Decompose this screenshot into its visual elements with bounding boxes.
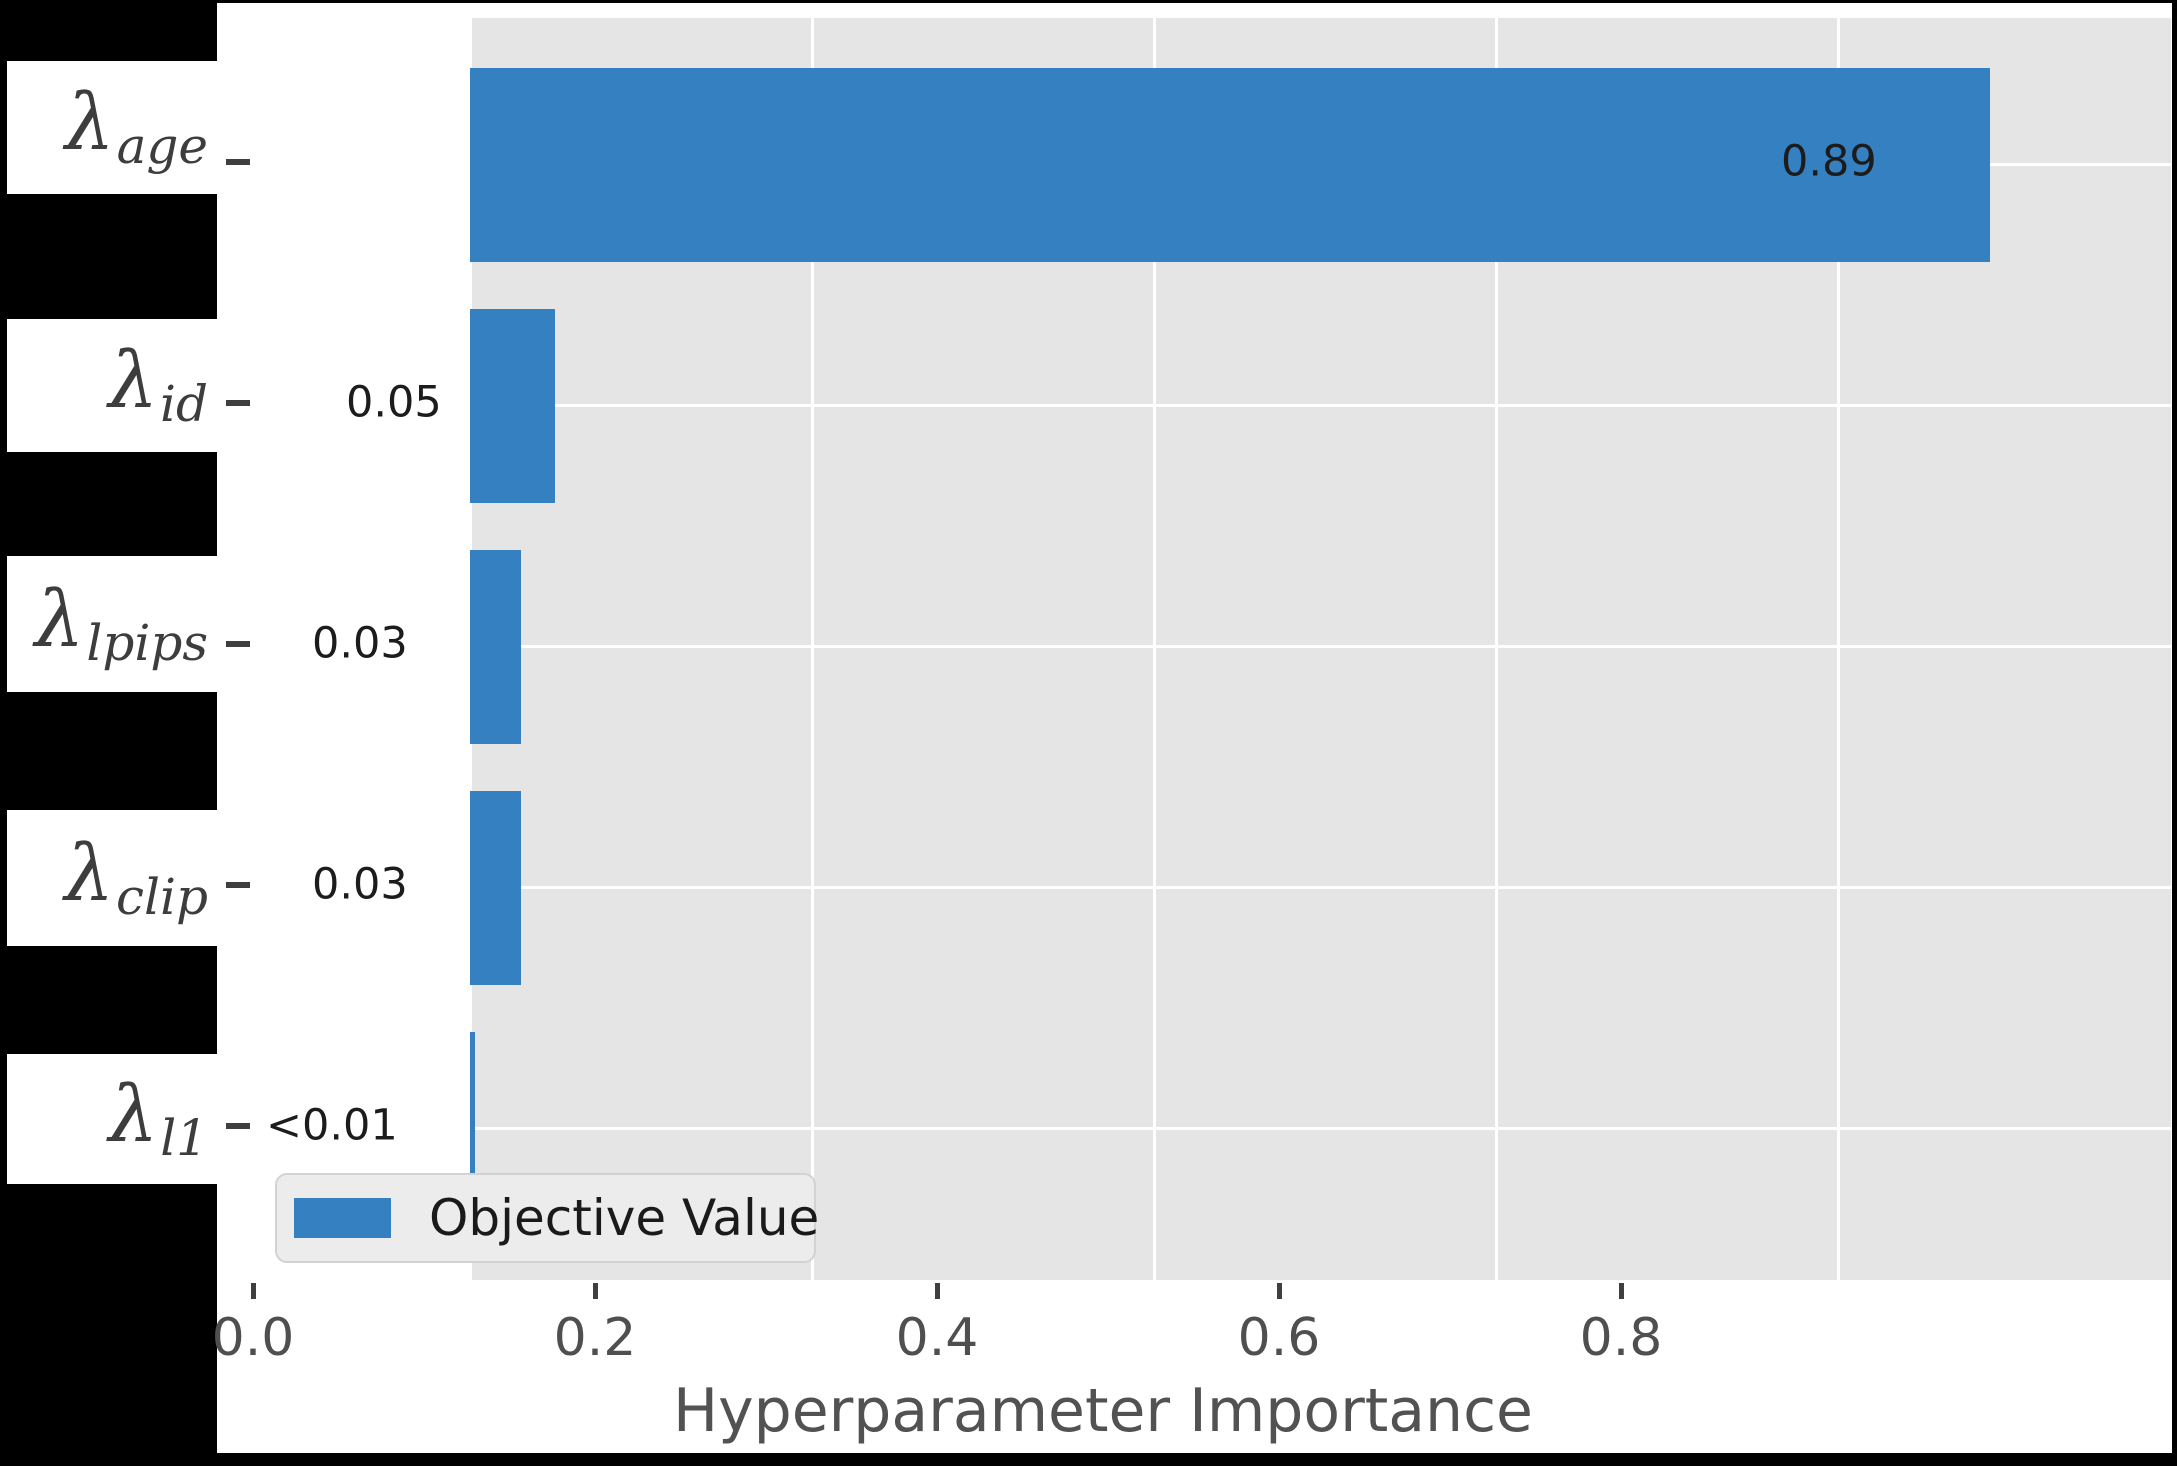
y-axis-label-lambda-lpips: λlpips bbox=[7, 556, 218, 692]
math-label-lambda-lpips: λlpips bbox=[34, 574, 208, 672]
gridline-x-0.2 bbox=[811, 18, 814, 1280]
x-tick-label-0.0: 0.0 bbox=[211, 1308, 295, 1368]
legend-swatch-objective-value bbox=[294, 1198, 391, 1238]
x-tick-label-0.6: 0.6 bbox=[1237, 1308, 1321, 1368]
legend-label: Objective Value bbox=[429, 1189, 820, 1247]
gridline-y-lambda-lpips bbox=[470, 645, 2171, 648]
bar-lambda-clip bbox=[470, 791, 521, 985]
bar-lambda-age bbox=[470, 68, 1990, 262]
y-tick-lambda-age bbox=[226, 159, 250, 165]
gridline-y-lambda-clip bbox=[470, 886, 2171, 889]
bar-lambda-l1 bbox=[470, 1032, 475, 1226]
math-label-lambda-l1: λl1 bbox=[108, 1069, 208, 1167]
gridline-x-0.6 bbox=[1495, 18, 1498, 1280]
x-tick-label-0.4: 0.4 bbox=[895, 1308, 979, 1368]
value-label-lambda-l1: <0.01 bbox=[266, 1100, 398, 1151]
x-tick-0.6 bbox=[1277, 1283, 1282, 1299]
value-label-lambda-age: 0.89 bbox=[1781, 136, 1877, 187]
y-axis-label-lambda-clip: λclip bbox=[7, 810, 218, 946]
gridline-x-0.4 bbox=[1153, 18, 1156, 1280]
x-tick-0.2 bbox=[593, 1283, 598, 1299]
y-tick-lambda-lpips bbox=[226, 641, 250, 647]
x-tick-0.4 bbox=[935, 1283, 940, 1299]
math-label-lambda-clip: λclip bbox=[64, 828, 208, 926]
plot-area bbox=[469, 18, 2171, 1280]
value-label-lambda-id: 0.05 bbox=[346, 377, 442, 428]
y-axis-label-lambda-id: λid bbox=[7, 319, 218, 452]
legend: Objective Value bbox=[275, 1173, 820, 1263]
y-tick-lambda-l1 bbox=[226, 1123, 250, 1129]
y-tick-lambda-clip bbox=[226, 882, 250, 888]
math-label-lambda-age: λage bbox=[65, 78, 208, 175]
figure-canvas: Objective Value bbox=[217, 3, 2172, 1453]
y-tick-lambda-id bbox=[226, 400, 250, 406]
gridline-y-lambda-l1 bbox=[470, 1127, 2171, 1130]
value-label-lambda-lpips: 0.03 bbox=[312, 618, 408, 669]
gridline-x-0.8 bbox=[1837, 18, 1840, 1280]
value-label-lambda-clip: 0.03 bbox=[312, 859, 408, 910]
gridline-y-lambda-id bbox=[470, 404, 2171, 407]
x-axis-title: Hyperparameter Importance bbox=[673, 1376, 1533, 1446]
x-tick-0.8 bbox=[1619, 1283, 1624, 1299]
math-label-lambda-id: λid bbox=[108, 336, 208, 433]
bar-lambda-lpips bbox=[470, 550, 521, 744]
y-axis-label-lambda-l1: λl1 bbox=[7, 1054, 218, 1184]
bar-lambda-id bbox=[470, 309, 555, 503]
x-tick-label-0.8: 0.8 bbox=[1579, 1308, 1663, 1368]
x-tick-label-0.2: 0.2 bbox=[553, 1308, 637, 1368]
x-tick-0.0 bbox=[251, 1283, 256, 1299]
y-axis-label-lambda-age: λage bbox=[7, 61, 218, 194]
